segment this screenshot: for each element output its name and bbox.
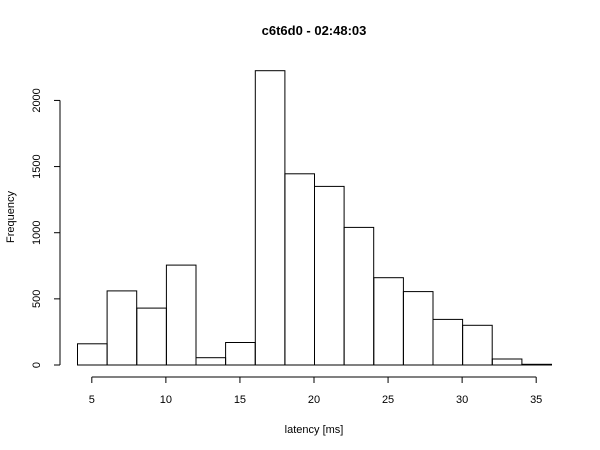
histogram-bar-12 [432,318,464,366]
x-axis: 5 10 15 20 25 30 35 [89,376,542,406]
histogram-bar-13 [462,324,493,366]
y-axis: 0 500 1000 1500 2000 [31,88,61,368]
histogram-bar-6 [254,70,286,366]
x-tick-label: 10 [160,394,172,406]
x-tick-label: 15 [234,394,246,406]
histogram-bar-5 [225,342,256,366]
y-tick-label: 1000 [31,220,43,244]
x-tick-label: 20 [308,394,320,406]
y-tick-label: 2000 [31,88,43,112]
histogram-bar-10 [373,277,404,366]
y-tick-label: 500 [31,290,43,308]
histogram-bar-4 [195,357,227,366]
x-tick-label: 25 [382,394,394,406]
histogram-bar-3 [165,264,197,366]
y-tick-label: 1500 [31,154,43,178]
x-tick-label: 30 [456,394,468,406]
histogram-bar-1 [106,290,138,366]
histogram-bar-0 [77,343,108,366]
histogram-bar-7 [284,173,315,366]
x-tick-label: 35 [530,394,542,406]
histogram-bar-9 [343,226,375,366]
y-axis-label: Frequency [5,191,17,243]
chart-title: c6t6d0 - 02:48:03 [262,23,367,38]
histogram-bar-2 [136,307,167,366]
x-tick-label: 5 [89,394,95,406]
histogram-bar-14 [491,358,523,366]
histogram-bars [77,70,553,366]
histogram-bar-11 [402,291,434,366]
x-axis-label: latency [ms] [285,424,344,436]
histogram-bar-15 [521,363,553,366]
histogram-bar-8 [314,185,345,366]
y-tick-label: 0 [31,362,43,368]
